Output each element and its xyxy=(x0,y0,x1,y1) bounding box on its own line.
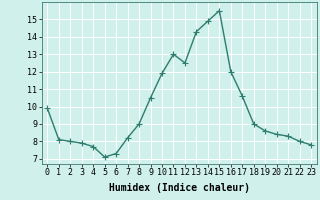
X-axis label: Humidex (Indice chaleur): Humidex (Indice chaleur) xyxy=(109,183,250,193)
